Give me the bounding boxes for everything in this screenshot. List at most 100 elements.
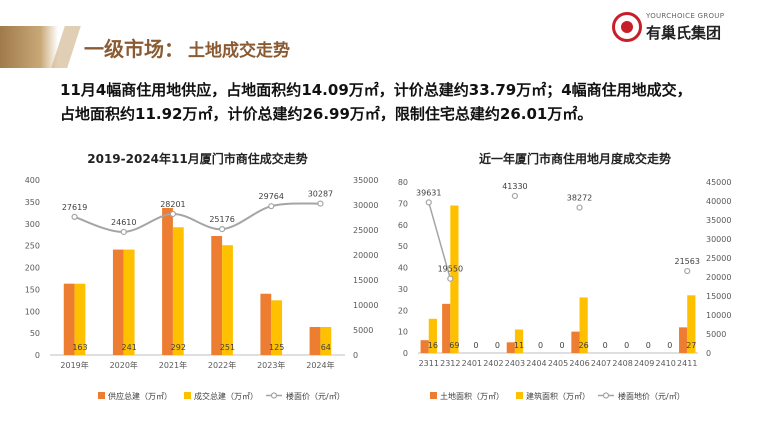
bar-2 xyxy=(428,318,437,353)
bar-data-label: 0 xyxy=(603,341,608,350)
x-category-label: 2022年 xyxy=(208,360,236,370)
bar-data-label: 125 xyxy=(269,343,284,352)
y-left-tick-label: 70 xyxy=(398,199,408,208)
y-right-tick-label: 45000 xyxy=(706,178,731,187)
y-right-tick-label: 0 xyxy=(353,351,358,360)
x-category-label: 2404 xyxy=(526,359,546,368)
bar-2 xyxy=(271,300,283,355)
y-right-tick-label: 40000 xyxy=(706,197,731,206)
bar-1 xyxy=(63,283,75,355)
bar-1 xyxy=(420,340,429,353)
logo-mark-icon xyxy=(612,12,642,42)
bar-1 xyxy=(112,249,124,355)
page-subtitle: 土地成交走势 xyxy=(188,41,290,61)
price-line xyxy=(428,202,452,279)
y-right-tick-label: 10000 xyxy=(353,301,378,310)
price-point xyxy=(71,213,78,221)
chart-title: 2019-2024年11月厦门市商住成交走势 xyxy=(87,151,307,166)
price-data-label: 19550 xyxy=(438,265,463,274)
y-right-tick-label: 20000 xyxy=(706,273,731,282)
monthly-transaction-chart: 近一年厦门市商住用地月度成交走势 0 10 20 30 40 50 60 70 80 0 5000 10… xyxy=(392,145,758,405)
price-point xyxy=(425,199,432,206)
y-left-tick-label: 0 xyxy=(35,351,40,360)
legend-label: 楼面地价（元/㎡） xyxy=(618,391,685,401)
price-data-label: 21563 xyxy=(675,257,700,266)
chart-svg: 近一年厦门市商住用地月度成交走势 0 10 20 30 40 50 60 70 80 0 5000 10… xyxy=(398,151,732,401)
price-data-label: 30287 xyxy=(308,190,333,199)
y-right-tick-label: 30000 xyxy=(706,235,731,244)
y-left-tick-label: 50 xyxy=(30,329,40,338)
bar-2 xyxy=(172,227,184,355)
x-category-label: 2024年 xyxy=(306,360,334,370)
bar-1 xyxy=(211,236,223,355)
y-left-tick-label: 250 xyxy=(25,242,40,251)
y-left-tick-label: 100 xyxy=(25,307,40,316)
bar-2 xyxy=(222,245,233,355)
y-left-tick-label: 60 xyxy=(398,221,408,230)
price-point xyxy=(268,203,275,210)
y-right-tick-label: 5000 xyxy=(706,330,726,339)
legend-label: 建筑面积（万㎡） xyxy=(526,391,590,401)
price-point xyxy=(120,228,127,236)
legend-label: 土地面积（万㎡） xyxy=(440,391,504,401)
legend-swatch xyxy=(430,392,437,399)
price-point xyxy=(447,275,454,282)
price-data-label: 41330 xyxy=(502,182,527,191)
x-category-label: 2019年 xyxy=(60,360,88,370)
legend-marker xyxy=(602,392,610,399)
price-data-label: 39631 xyxy=(416,188,441,197)
y-left-tick-label: 200 xyxy=(25,264,40,273)
page-title-text: 一级市场： xyxy=(84,37,184,61)
bar-data-label: 0 xyxy=(560,341,565,350)
y-left-tick-label: 40 xyxy=(398,264,408,273)
logo-english-text: YOURCHOICE GROUP xyxy=(646,12,725,20)
price-point xyxy=(169,210,177,218)
y-right-tick-label: 10000 xyxy=(706,311,731,320)
bar-data-label: 26 xyxy=(579,341,589,350)
y-right-tick-label: 25000 xyxy=(353,226,378,235)
y-right-tick-label: 5000 xyxy=(353,326,373,335)
y-right-tick-label: 20000 xyxy=(353,251,378,260)
x-category-label: 2406 xyxy=(569,359,589,368)
bar-1 xyxy=(442,303,451,353)
title-decoration-bar xyxy=(0,26,58,68)
x-category-label: 2023年 xyxy=(257,360,285,370)
price-data-label: 25176 xyxy=(209,215,234,224)
x-category-label: 2021年 xyxy=(159,360,187,370)
x-category-label: 2403 xyxy=(505,359,525,368)
price-point xyxy=(511,192,519,200)
y-left-tick-label: 30 xyxy=(398,285,408,294)
x-category-label: 2409 xyxy=(634,359,654,368)
bar-1 xyxy=(260,293,272,355)
bar-data-label: 0 xyxy=(624,341,629,350)
legend-swatch xyxy=(98,392,105,399)
y-right-tick-label: 25000 xyxy=(706,254,731,263)
bar-data-label: 64 xyxy=(321,343,331,352)
summary-line-2: 占地面积约11.92万㎡，计价总建约26.99万㎡，限制住宅总建约26.01万㎡… xyxy=(60,105,593,123)
chart-svg: 2019-2024年11月厦门市商住成交走势 0 50 100 150 200 250 300… xyxy=(25,151,379,401)
price-point xyxy=(576,204,583,211)
y-left-tick-label: 400 xyxy=(25,176,40,185)
y-left-tick-label: 350 xyxy=(25,198,40,207)
chart-title: 近一年厦门市商住用地月度成交走势 xyxy=(479,151,671,166)
bar-data-label: 27 xyxy=(686,341,696,350)
bar-1 xyxy=(571,331,580,353)
bar-1 xyxy=(506,342,515,353)
y-left-tick-label: 150 xyxy=(25,285,40,294)
x-category-label: 2020年 xyxy=(110,360,138,370)
summary-line-1: 11月4幅商住用地供应，占地面积约14.09万㎡，计价总建约33.79万㎡；4幅… xyxy=(60,81,692,99)
bar-data-label: 251 xyxy=(220,343,235,352)
y-right-tick-label: 0 xyxy=(706,349,711,358)
price-point xyxy=(317,200,324,207)
annual-transaction-chart: 2019-2024年11月厦门市商住成交走势 0 50 100 150 200 250 300… xyxy=(10,145,385,405)
bar-2 xyxy=(450,205,459,353)
logo-chinese-text: 有巢氏集团 xyxy=(646,24,722,42)
legend-label: 楼面价（元/㎡） xyxy=(286,391,345,401)
x-category-label: 2407 xyxy=(591,359,611,368)
x-category-label: 2410 xyxy=(656,359,676,368)
x-category-label: 2411 xyxy=(677,359,697,368)
price-line xyxy=(74,202,321,233)
page-title: 一级市场： 土地成交走势 xyxy=(84,33,290,62)
x-category-label: 2405 xyxy=(548,359,568,368)
bar-data-label: 241 xyxy=(122,343,137,352)
